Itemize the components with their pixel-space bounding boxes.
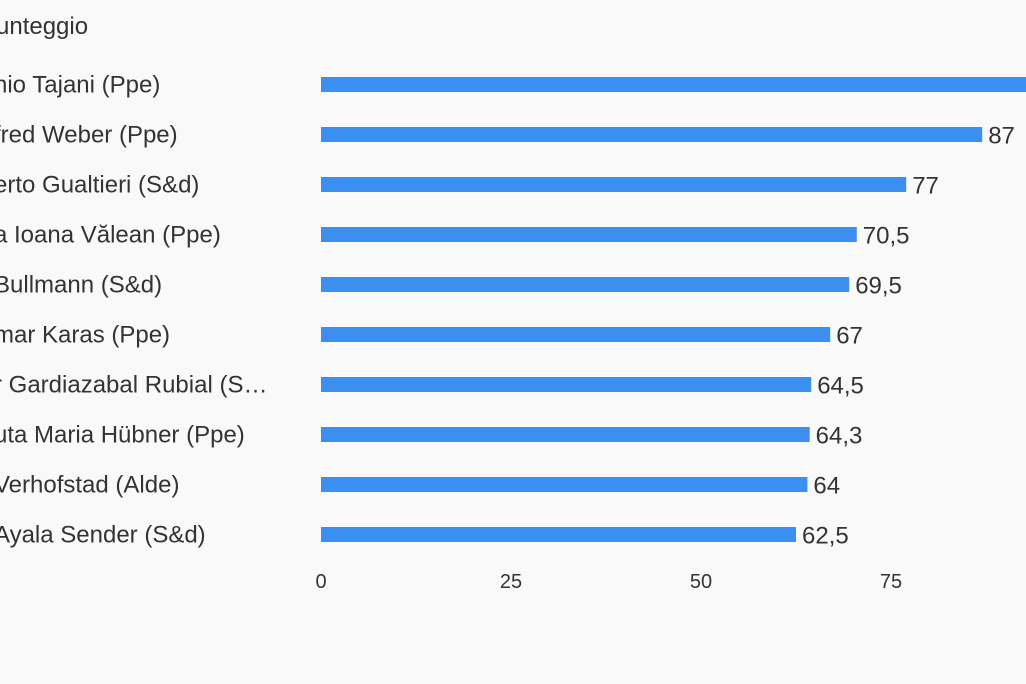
category-label: Verhofstad (Alde) [0,472,179,499]
category-label: erto Gualtieri (S&d) [0,172,199,199]
category-label: uta Maria Hübner (Ppe) [0,422,245,449]
value-label: 67 [836,323,863,350]
bar [321,327,831,342]
value-label: 64,3 [816,423,863,450]
x-axis-ticks: 0 25 50 75 [315,571,902,593]
bar [321,227,857,242]
category-label: Ayala Sender (S&d) [0,522,206,549]
bar [321,277,850,292]
value-label: 64,5 [817,373,864,400]
category-label: Bullmann (S&d) [0,272,162,299]
category-label: a Ioana Vălean (Ppe) [0,222,221,249]
bar [321,527,796,542]
value-label: 62,5 [802,523,849,550]
bar [321,427,810,442]
x-tick-label: 25 [500,571,522,593]
category-label: mar Karas (Ppe) [0,322,170,349]
value-label: 77 [912,173,939,200]
x-tick-label: 75 [880,571,902,593]
x-tick-label: 0 [315,571,326,593]
value-label: 70,5 [863,223,910,250]
bar [321,177,907,192]
x-tick-label: 50 [690,571,712,593]
bar [321,127,983,142]
category-label: r Gardiazabal Rubial (S… [0,372,267,399]
bars [321,77,1026,542]
value-label: 87 [988,123,1015,150]
category-labels: nio Tajani (Ppe) fred Weber (Ppe) erto Gua… [0,72,267,549]
category-label: nio Tajani (Ppe) [0,72,160,99]
bar [321,377,812,392]
bar [321,477,808,492]
bar [321,77,1026,92]
value-label: 69,5 [855,273,902,300]
value-label: 64 [813,473,840,500]
category-label: fred Weber (Ppe) [0,122,178,149]
chart-title: unteggio [0,13,88,40]
